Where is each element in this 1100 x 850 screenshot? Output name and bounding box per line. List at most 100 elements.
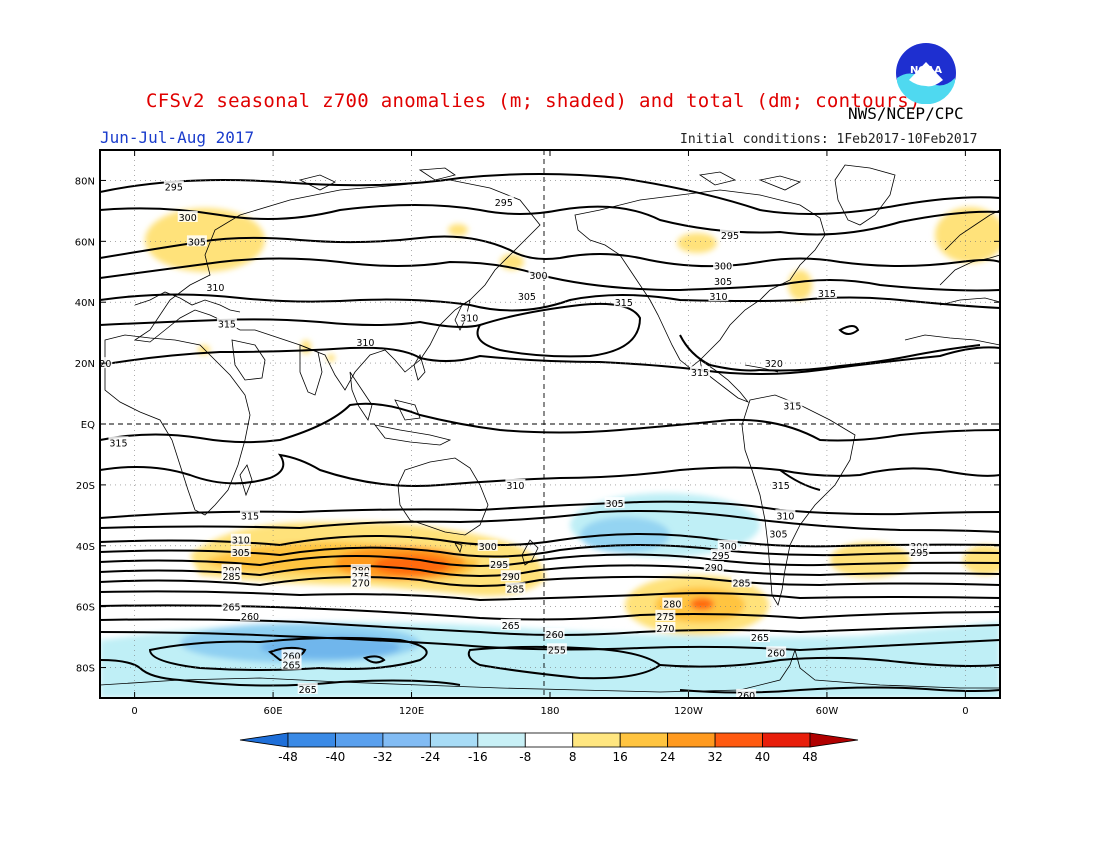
contour-label: 270 [656,624,674,635]
contour-label: 305 [188,237,206,248]
contour-label: 315 [691,368,709,379]
lat-tick-label: 60N [75,237,95,248]
contour-label: 305 [606,499,624,510]
contour-label: 310 [232,536,250,547]
contour-label: 275 [656,612,674,623]
height-contours [100,173,1000,694]
contour-labels: 2952953003052953003003053103053103153153… [93,180,930,702]
lon-tick-label: 0 [131,706,137,717]
graticule [100,150,1000,698]
lon-tick-label: 0 [962,706,968,717]
lat-tick-label: 80N [75,176,95,187]
contour-label: 285 [222,572,240,583]
colorbar-label: -16 [468,750,488,764]
logo-text: NOAA [910,65,942,76]
colorbar-label: 48 [802,750,817,764]
lon-tick-label: 120W [674,706,703,717]
contour-label: 305 [518,292,536,303]
contour-label: 295 [712,551,730,562]
contour-label: 295 [495,198,513,209]
colorbar-segment [572,732,621,748]
contour-label: 315 [615,298,633,309]
lat-tick-label: 60S [76,603,95,614]
lat-tick-label: EQ [81,420,95,431]
contour-label: 285 [506,584,524,595]
lat-tick-label: 20S [76,481,95,492]
colorbar-segment [619,732,669,748]
colorbar-label: -24 [421,750,441,764]
contour-label: 315 [109,438,127,449]
colorbar: -48 -40 -32 -24 -16 -8 8 16 24 32 40 48 [239,732,859,764]
agency-label: NWS/NCEP/CPC [848,104,964,123]
contour-label: 305 [232,548,250,559]
contour-label: 300 [529,271,547,282]
contour-label: 320 [93,359,111,370]
contour-label: 265 [222,603,240,614]
contour-label: 290 [705,563,723,574]
contour-label: 310 [776,511,794,522]
contour-label: 315 [783,402,801,413]
contour-label: 260 [241,612,259,623]
contour-label: 300 [719,542,737,553]
colorbar-segment [335,732,384,748]
contour-label: 305 [714,277,732,288]
colorbar-segment [762,732,811,748]
forecast-period: Jun-Jul-Aug 2017 [100,128,255,147]
contour-label: 290 [502,572,520,583]
colorbar-label: -40 [326,750,346,764]
colorbar-segment [429,732,479,748]
lon-tick-label: 180 [540,706,559,717]
longitude-axis: 0 60E 120E 180 120W 60W 0 [131,150,969,717]
contour-label: 265 [502,621,520,632]
contour-label: 265 [751,633,769,644]
contour-label: 300 [479,542,497,553]
lon-tick-label: 120E [399,706,424,717]
colorbar-segment [667,732,716,748]
colorbar-label: 24 [660,750,675,764]
colorbar-segment [382,732,431,748]
contour-label: 270 [352,578,370,589]
colorbar-segment [287,732,336,748]
lat-tick-label: 80S [76,664,95,675]
contour-label: 295 [721,231,739,242]
contour-label: 310 [356,338,374,349]
contour-label: 265 [299,685,317,696]
contour-label: 315 [241,511,259,522]
colorbar-label: -8 [519,750,531,764]
colorbar-label: -48 [278,750,298,764]
contour-label: 305 [769,530,787,541]
colorbar-label: 16 [613,750,628,764]
contour-label: 295 [165,183,183,194]
colorbar-segment [477,732,526,748]
contour-label: 310 [460,313,478,324]
noaa-logo-icon: NOAA [896,43,956,104]
lon-tick-label: 60W [816,706,839,717]
lat-tick-label: 40N [75,298,95,309]
colorbar-segment [524,732,574,748]
contour-label: 260 [737,691,755,702]
lat-tick-label: 40S [76,542,95,553]
lon-tick-label: 60E [264,706,283,717]
colorbar-label: 32 [707,750,722,764]
initial-conditions: Initial conditions: 1Feb2017-10Feb2017 [680,132,978,147]
contour-label: 315 [218,320,236,331]
contour-label: 320 [765,359,783,370]
contour-label: 255 [548,645,566,656]
contour-label: 265 [282,661,300,672]
contour-label: 260 [767,648,785,659]
chart-title: CFSv2 seasonal z700 anomalies (m; shaded… [146,90,921,112]
contour-label: 295 [490,560,508,571]
contour-label: 280 [663,600,681,611]
colorbar-label: 40 [755,750,770,764]
contour-label: 260 [282,651,300,662]
colorbar-segment [714,732,763,748]
contour-label: 310 [206,283,224,294]
contour-label: 285 [732,578,750,589]
contour-label: 300 [179,213,197,224]
colorbar-min-arrow [239,732,289,748]
contour-label: 310 [709,292,727,303]
colorbar-label: -32 [373,750,393,764]
contour-label: 315 [818,289,836,300]
lat-tick-label: 20N [75,359,95,370]
